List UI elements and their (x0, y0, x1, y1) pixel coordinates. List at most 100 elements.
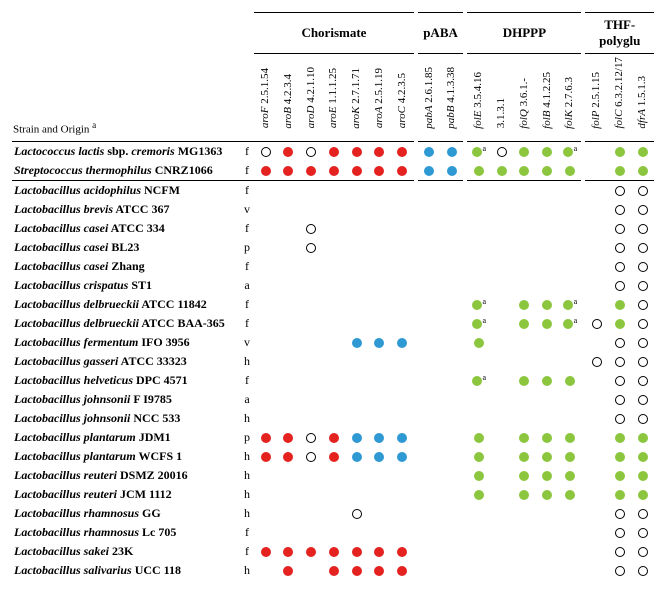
cell (585, 180, 608, 200)
cell (391, 257, 414, 276)
cell (391, 180, 414, 200)
cell (277, 409, 300, 428)
cell (277, 295, 300, 314)
note-a-icon: a (574, 316, 578, 326)
open-circle-icon (638, 338, 648, 348)
cell (536, 409, 559, 428)
filled-circle-icon (306, 547, 316, 557)
cell (559, 238, 582, 257)
strain-name: Lactobacillus johnsonii F I9785 (12, 390, 240, 409)
cell (418, 238, 441, 257)
cell (277, 257, 300, 276)
cell: a (467, 295, 490, 314)
cell (323, 504, 346, 523)
cell (467, 561, 490, 580)
cell (441, 180, 464, 200)
cell (559, 219, 582, 238)
origin: h (240, 409, 254, 428)
col-folK: folK 2.7.6.3 (559, 54, 582, 142)
cell (513, 257, 536, 276)
cell (254, 314, 277, 333)
filled-circle-icon (542, 433, 552, 443)
cell (631, 276, 654, 295)
cell (418, 504, 441, 523)
cell (536, 238, 559, 257)
col-aroK: aroK 2.7.1.71 (345, 54, 368, 142)
open-circle-icon (638, 262, 648, 272)
cell (631, 390, 654, 409)
cell (441, 238, 464, 257)
cell (559, 390, 582, 409)
cell (536, 352, 559, 371)
cell (418, 352, 441, 371)
filled-circle-icon (615, 147, 625, 157)
open-circle-icon (638, 243, 648, 253)
cell (631, 352, 654, 371)
cell (441, 352, 464, 371)
cell (513, 371, 536, 390)
origin: v (240, 200, 254, 219)
filled-circle-icon (374, 566, 384, 576)
filled-circle-icon (615, 490, 625, 500)
cell (585, 352, 608, 371)
cell (467, 428, 490, 447)
open-circle-icon (306, 224, 316, 234)
cell (368, 200, 391, 219)
filled-circle-icon (472, 147, 482, 157)
open-circle-icon (497, 147, 507, 157)
origin: f (240, 141, 254, 161)
cell (467, 504, 490, 523)
cell (277, 141, 300, 161)
cell (368, 219, 391, 238)
filled-circle-icon (329, 166, 339, 176)
table-row: Lactobacillus casei BL23p (12, 238, 654, 257)
filled-circle-icon (283, 433, 293, 443)
cell (631, 466, 654, 485)
cell (345, 561, 368, 580)
filled-circle-icon (474, 433, 484, 443)
col-aroA: aroA 2.5.1.19 (368, 54, 391, 142)
filled-circle-icon (638, 166, 648, 176)
table-body: Lactococcus lactis sbp. cremoris MG1363f… (12, 141, 654, 580)
cell (391, 371, 414, 390)
cell (585, 141, 608, 161)
cell (559, 333, 582, 352)
open-circle-icon (638, 224, 648, 234)
cell (254, 141, 277, 161)
col-folP: folP 2.5.1.15 (585, 54, 608, 142)
cell (467, 485, 490, 504)
open-circle-icon (638, 414, 648, 424)
cell (513, 523, 536, 542)
cell (513, 466, 536, 485)
cell: a (467, 141, 490, 161)
filled-circle-icon (565, 490, 575, 500)
cell (585, 314, 608, 333)
cell (391, 314, 414, 333)
cell (631, 219, 654, 238)
cell (418, 333, 441, 352)
cell (513, 504, 536, 523)
cell (559, 428, 582, 447)
cell (277, 352, 300, 371)
origin: f (240, 314, 254, 333)
open-circle-icon (592, 357, 602, 367)
cell (536, 276, 559, 295)
cell (536, 200, 559, 219)
cell (391, 295, 414, 314)
cell (559, 485, 582, 504)
filled-circle-icon (565, 376, 575, 386)
filled-circle-icon (542, 376, 552, 386)
cell (585, 295, 608, 314)
note-a-icon: a (483, 144, 487, 154)
cell (608, 333, 631, 352)
cell (441, 466, 464, 485)
cell (608, 161, 631, 181)
cell (631, 257, 654, 276)
cell (513, 219, 536, 238)
cell (585, 276, 608, 295)
cell (536, 447, 559, 466)
cell (585, 371, 608, 390)
cell (467, 219, 490, 238)
cell (323, 428, 346, 447)
cell (323, 276, 346, 295)
